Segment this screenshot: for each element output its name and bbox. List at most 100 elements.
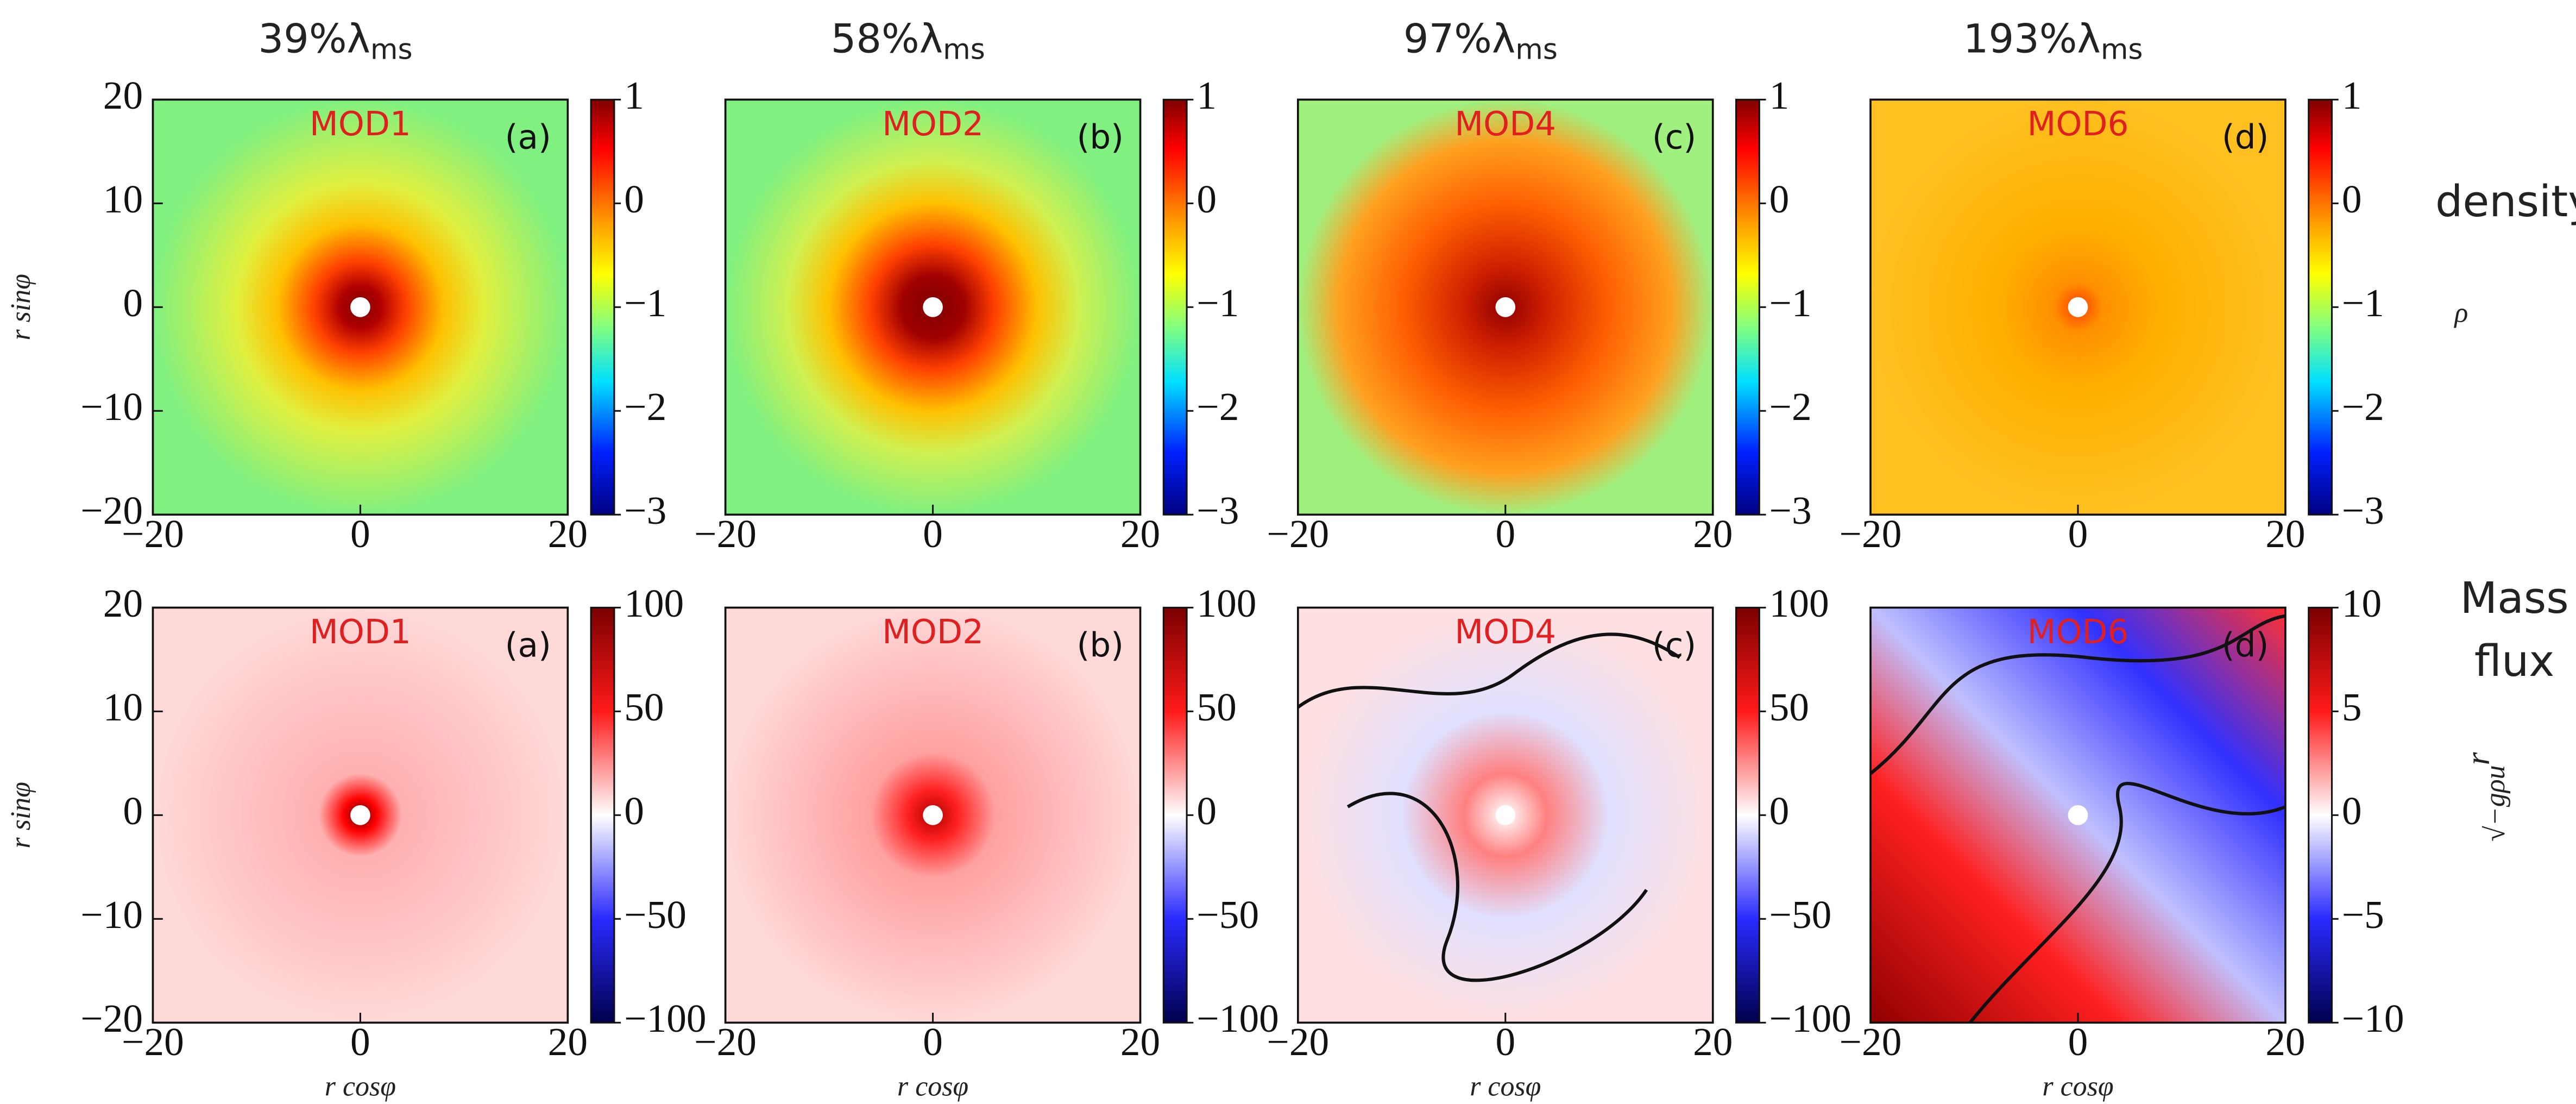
colorbar-tick-label: −100 [1196,996,1278,1040]
row-label: Mass [2460,573,2569,623]
colorbar-tick-label: −50 [1196,893,1259,937]
colorbar-tick-label: 100 [1769,581,1829,625]
colorbar-tick-label: 0 [2342,177,2362,221]
y-tick-label: 0 [123,789,143,833]
row-label: flux [2474,636,2554,686]
center-hole [2068,805,2088,825]
y-tick-label: 10 [103,685,143,729]
colorbar-tick-label: 100 [624,581,684,625]
y-axis-label: r sinφ [5,274,36,341]
y-tick-label: −10 [80,893,143,937]
model-label: MOD2 [882,613,984,651]
header-subscript: ms [2101,34,2143,66]
column-header: 39%λms [259,16,413,66]
contour [1297,632,1681,982]
row-symbol: ρ [2453,297,2468,328]
x-tick-label: −20 [694,512,757,556]
colorbar-tick-label: 0 [1769,789,1790,833]
colorbar-tick-label: −1 [1769,281,1812,325]
x-tick-label: 20 [548,512,588,556]
y-tick-label: 20 [103,581,143,625]
x-tick-label: 20 [2265,1020,2305,1064]
x-axis-label: r cosφ [1470,1071,1541,1102]
x-tick-label: 0 [923,512,943,556]
symbol-body: √−gρu [2480,765,2511,841]
colorbar-tick-label: −3 [1196,488,1239,532]
colorbar-tick-label: 10 [2342,581,2382,625]
model-label: MOD4 [1454,613,1556,651]
colorbar-tick-label: −50 [624,893,686,937]
colorbar-tick-label: −10 [2342,996,2404,1040]
y-axis-label: r sinφ [5,782,36,849]
x-tick-label: 0 [350,512,370,556]
center-hole [2068,297,2088,317]
center-hole [923,805,943,825]
x-tick-label: 20 [1693,1020,1733,1064]
colorbar [590,98,615,516]
x-tick-label: 20 [2265,512,2305,556]
y-tick-label: 20 [103,73,143,117]
x-tick-label: −20 [1840,1020,1902,1064]
header-label: 39%λ [259,16,370,62]
y-tick-label: 10 [103,177,143,221]
x-tick-label: 0 [2068,1020,2088,1064]
colorbar-tick-label: 0 [1196,177,1217,221]
symbol-sup: r [2460,752,2497,765]
model-label: MOD2 [882,105,984,143]
center-hole [350,297,370,317]
row-label: density [2435,176,2576,227]
colorbar-tick-label: 1 [2342,73,2362,117]
colorbar-tick-label: −100 [1769,996,1851,1040]
x-axis-label: r cosφ [2042,1071,2113,1102]
colorbar-tick-label: −3 [624,488,666,532]
x-tick-label: −20 [122,1020,184,1064]
colorbar-tick-label: 1 [1196,73,1217,117]
y-tick-label: −20 [80,996,143,1040]
panel-tag: (a) [505,118,551,156]
header-label: 97%λ [1403,16,1515,62]
colorbar [590,606,615,1024]
colorbar [1735,606,1760,1024]
row-symbol: √−gρur [2460,752,2511,841]
colorbar-tick-label: −2 [624,385,666,429]
column-header: 97%λms [1403,16,1558,66]
panel-tag: (c) [1652,626,1696,664]
panel-tag: (a) [505,626,551,664]
colorbar [1735,98,1760,516]
colorbar-tick-label: −100 [624,996,706,1040]
colorbar-tick-label: 50 [1196,685,1236,729]
x-axis-label: r cosφ [325,1071,396,1102]
x-tick-label: 0 [350,1020,370,1064]
colorbar-tick-label: 0 [1196,789,1217,833]
colorbar-tick-label: −1 [1196,281,1239,325]
colorbar-tick-label: −2 [2342,385,2384,429]
header-subscript: ms [943,34,985,66]
y-tick-label: 0 [123,281,143,325]
colorbar [2308,98,2333,516]
x-tick-label: 20 [1693,512,1733,556]
x-axis-label: r cosφ [897,1071,968,1102]
center-hole [1495,297,1516,317]
colorbar [1162,606,1188,1024]
x-tick-label: −20 [1267,512,1329,556]
colorbar-tick-label: −1 [624,281,666,325]
x-tick-label: 0 [1495,1020,1515,1064]
colorbar-tick-label: 1 [624,73,644,117]
header-subscript: ms [370,34,413,66]
header-label: 193%λ [1963,16,2101,62]
colorbar-tick-label: −1 [2342,281,2384,325]
center-hole [1495,805,1516,825]
colorbar-tick-label: 0 [2342,789,2362,833]
colorbar-tick-label: −2 [1769,385,1812,429]
y-tick-label: −20 [80,488,143,532]
header-label: 58%λ [831,16,943,62]
panel-tag: (b) [1077,626,1124,664]
x-tick-label: −20 [694,1020,757,1064]
panel-tag: (c) [1652,118,1696,156]
model-label: MOD1 [310,613,411,651]
colorbar-tick-label: 5 [2342,685,2362,729]
colorbar-tick-label: −5 [2342,893,2384,937]
colorbar-tick-label: 50 [624,685,664,729]
column-header: 193%λms [1963,16,2143,66]
